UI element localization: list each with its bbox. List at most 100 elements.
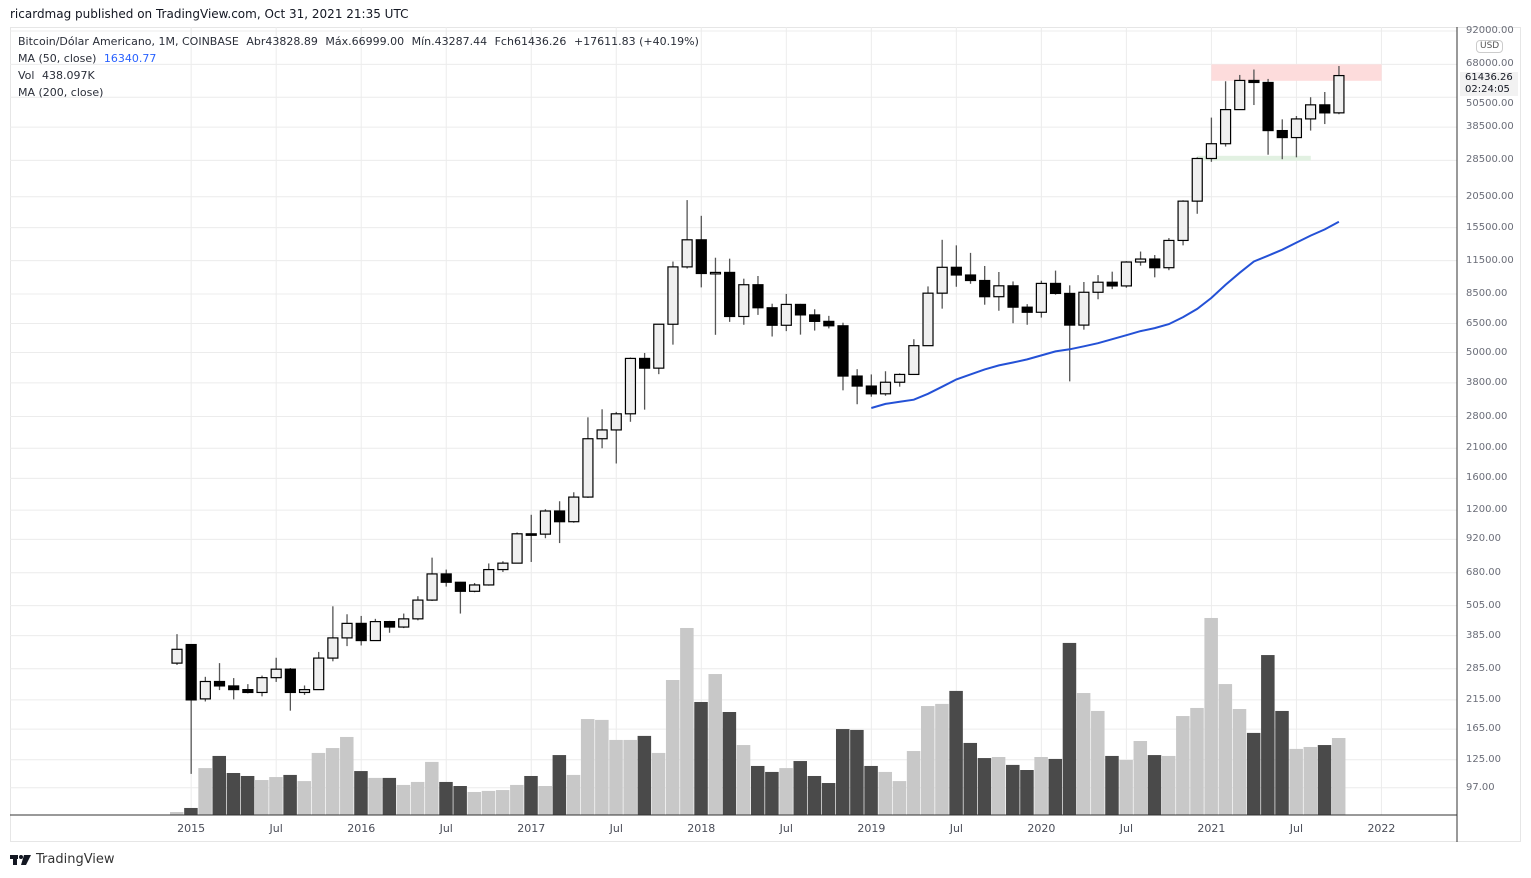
candle-body [809,314,821,322]
candle [1049,270,1062,295]
price-tick-label: 92000.00 [1466,25,1514,36]
candle-body [738,284,750,318]
candle-body [1205,143,1218,160]
volume-bar [410,781,425,815]
candle [1219,81,1232,147]
candle-body [964,274,977,282]
ma200-label: MA (200, close) [18,86,104,99]
volume-bar [1119,759,1133,815]
candle [1248,69,1260,106]
volume-bars [170,617,1346,815]
open-value: Abr43828.89 [246,35,318,48]
footer-brand[interactable]: TradingView [36,852,115,867]
volume-bar [425,761,439,815]
volume-bar [736,745,751,815]
candle-body [185,643,197,701]
candle [454,581,466,614]
volume-bar [1261,655,1275,815]
candle-body [582,438,594,498]
candle-body [667,266,679,325]
candle-body [709,271,722,275]
candle-body [426,573,438,601]
volume-bar [722,712,737,815]
volume-bar [510,784,524,815]
legend-ma200-row[interactable]: MA (200, close) [18,86,103,99]
candle [766,303,778,337]
candle [1021,304,1033,325]
volume-bar [878,771,892,815]
candle-body [440,573,452,583]
candle [582,417,594,498]
candle [298,685,311,695]
close-value: Fch61436.26 [494,35,567,48]
symbol-name[interactable]: Bitcoin/Dólar Americano, 1M, COINBASE [18,35,239,48]
volume-bar [765,771,779,815]
candle-body [1035,282,1047,313]
candle [1149,255,1161,278]
candle-body [1290,118,1303,139]
candle-body [383,620,396,628]
candle [1262,78,1274,155]
currency-button[interactable]: USD [1476,40,1504,53]
volume-bar [1275,710,1289,815]
high-value: Máx.66999.00 [325,35,405,48]
candle-body [1106,281,1118,287]
price-tick-label: 50500.00 [1466,98,1514,109]
candle-body [639,357,651,369]
candle-body [1276,129,1288,139]
candle-body [1333,74,1345,114]
volume-bar [325,748,340,815]
candle-body [1177,200,1189,242]
volume-bar [921,706,935,815]
volume-bar [595,719,609,815]
legend-volume-row[interactable]: Vol 438.097K [18,69,95,82]
candle-body [1078,291,1090,326]
volume-bar [991,756,1006,815]
time-tick-label: 2020 [1027,822,1056,835]
candles [171,66,1345,774]
candle-body [213,680,226,687]
candle [950,245,962,287]
candle [1064,285,1076,382]
candle-body [752,284,764,309]
volume-bar [467,791,482,815]
candle [256,675,268,697]
volume-bar [198,768,212,815]
candle-body [950,266,962,276]
candle [313,651,325,691]
legend-ma50-row[interactable]: MA (50, close) 16340.77 [18,52,156,65]
candle-body [284,668,296,694]
candle [1035,280,1047,318]
candle-body [936,266,948,294]
volume-bar [906,751,921,815]
candle [809,309,821,331]
volume-bar [779,768,793,815]
candle [596,409,608,449]
candle [879,371,892,396]
volume-bar [226,772,241,815]
chart-frame [10,27,1521,842]
candle-body [823,320,835,327]
time-tick-label: 2016 [347,822,376,835]
last-price-label: 61436.26 02:24:05 [1460,72,1518,96]
volume-bar [1076,693,1091,815]
candle [1163,238,1175,271]
volume-bar [495,790,510,815]
candle [1134,251,1147,266]
candle [1290,116,1303,158]
volume-bar [850,729,864,815]
price-tick-label: 15500.00 [1466,221,1514,233]
candle-body [1149,258,1161,269]
candle-body [780,303,792,326]
volume-bar [184,807,198,815]
price-tick-label: 97.00 [1466,781,1495,793]
candle [865,374,877,397]
low-value: Mín.43287.44 [411,35,488,48]
volume-bar [793,761,807,815]
candle [171,634,183,665]
volume-bar [453,785,467,815]
time-tick-label: 2017 [517,822,546,835]
volume-bar [821,783,836,815]
candle [823,315,835,329]
